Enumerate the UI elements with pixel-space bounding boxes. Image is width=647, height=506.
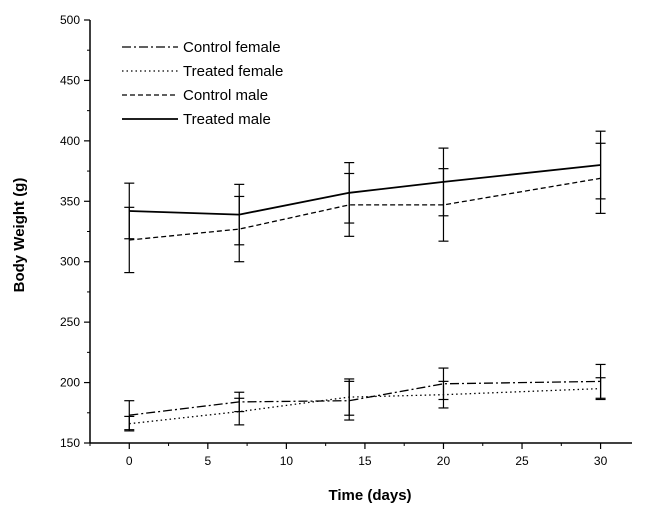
y-tick-label: 250 (60, 315, 80, 329)
y-tick-label: 150 (60, 436, 80, 450)
legend-label-4: Treated male (183, 111, 271, 128)
x-tick-label: 25 (515, 454, 529, 468)
legend-label-3: Control male (183, 87, 268, 104)
y-tick-label: 200 (60, 376, 80, 390)
series-line-3 (129, 177, 601, 241)
y-tick-label: 300 (60, 255, 80, 269)
y-tick-label: 350 (60, 194, 80, 208)
x-tick-label: 30 (594, 454, 608, 468)
x-tick-label: 20 (437, 454, 451, 468)
x-tick-label: 10 (280, 454, 294, 468)
series-line-1 (129, 380, 601, 416)
legend-label-1: Control female (183, 39, 281, 56)
y-tick-label: 450 (60, 73, 80, 87)
x-tick-label: 5 (204, 454, 211, 468)
x-axis-title: Time (days) (328, 487, 411, 504)
y-axis-title: Body Weight (g) (11, 178, 28, 293)
x-tick-label: 15 (358, 454, 372, 468)
legend: Control female Treated female Control male… (122, 39, 283, 128)
y-tick-label: 500 (60, 13, 80, 27)
y-tick-label: 400 (60, 134, 80, 148)
plot-area: 150 200 250 300 350 400 450 500 0 5 10 15 20 25 30 (60, 13, 632, 468)
legend-label-2: Treated female (183, 63, 283, 80)
x-tick-label: 0 (126, 454, 133, 468)
